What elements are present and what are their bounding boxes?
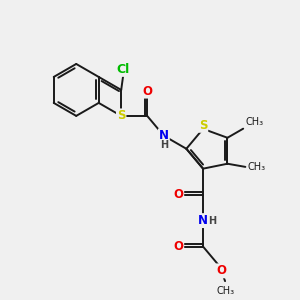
Text: H: H xyxy=(160,140,168,150)
Text: S: S xyxy=(199,119,207,132)
Text: N: N xyxy=(198,214,208,227)
Text: H: H xyxy=(208,216,217,226)
Text: O: O xyxy=(173,240,183,253)
Text: CH₃: CH₃ xyxy=(216,286,234,296)
Text: S: S xyxy=(117,110,125,122)
Text: CH₃: CH₃ xyxy=(246,117,264,127)
Text: O: O xyxy=(173,188,183,201)
Text: CH₃: CH₃ xyxy=(248,162,266,172)
Text: N: N xyxy=(159,129,169,142)
Text: Cl: Cl xyxy=(116,63,130,76)
Text: O: O xyxy=(142,85,152,98)
Text: O: O xyxy=(216,264,226,278)
